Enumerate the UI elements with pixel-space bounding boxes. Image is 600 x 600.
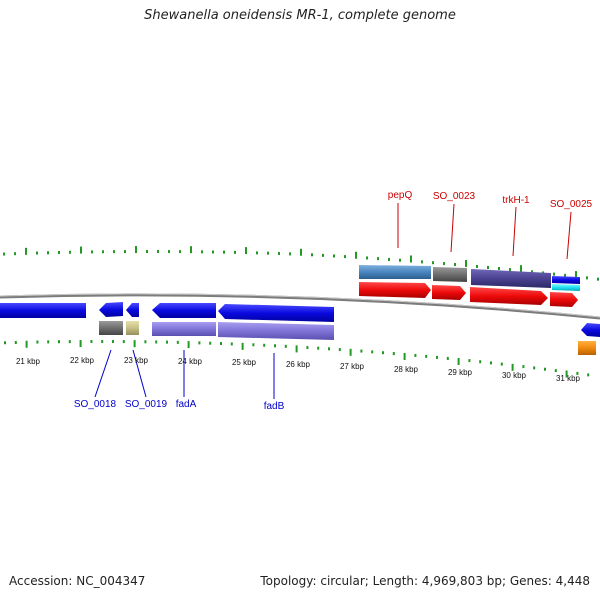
gene-arrow-trkH-1[interactable] [470,287,548,305]
kbp-label: 21 kbp [16,357,41,366]
kbp-label: 24 kbp [178,357,203,366]
kbp-label: 22 kbp [70,356,95,365]
kbp-label: 26 kbp [286,360,311,369]
gene-arrow-pepQ[interactable] [359,282,431,298]
genome-summary-text: Topology: circular; Length: 4,969,803 bp… [260,574,590,588]
gene-label-pepQ[interactable]: pepQ [388,190,413,201]
kbp-label: 29 kbp [448,368,473,377]
tick-marks-lower [4,340,590,378]
kbp-label: 31 kbp [556,374,581,383]
genome-backbone-highlight [0,293,600,318]
gene-label-fadA[interactable]: fadA [176,399,197,410]
gene-label-SO_0023[interactable]: SO_0023 [433,191,476,202]
gene-box-SO_0023-annot[interactable] [433,267,467,282]
leader-SO_0018 [94,349,112,398]
gene-box-SO_0018-annot[interactable] [99,321,123,335]
gene-label-fadB[interactable]: fadB [264,401,285,412]
gene-arrow-fadB[interactable] [218,304,334,322]
kbp-label: 25 kbp [232,358,257,367]
gene-arrow-fadA[interactable] [152,303,216,318]
gene-box-fadB-annot[interactable] [218,322,334,340]
gene-arrow-SO_0019[interactable] [126,303,139,317]
kbp-label: 27 kbp [340,362,365,371]
leader-SO_0019 [132,349,147,398]
kbp-label: 30 kbp [502,371,527,380]
leader-trkH-1 [512,206,517,257]
gene-box-SO_0025-annot-cyan[interactable] [552,284,580,291]
gene-box-SO_0019-annot[interactable] [126,321,139,335]
tick-marks-upper [3,246,599,281]
accession-text: Accession: NC_004347 [9,574,146,588]
kbp-label: 23 kbp [124,356,149,365]
gene-arrow-reverse-right[interactable] [581,323,600,337]
gene-label-SO_0019[interactable]: SO_0019 [125,399,168,410]
gene-label-trkH-1[interactable]: trkH-1 [502,195,530,206]
gene-arrow-SO_0025[interactable] [550,292,578,307]
gene-box-orange-annot[interactable] [578,341,596,355]
gene-arrow-reverse-left[interactable] [0,303,86,318]
leader-SO_0025 [566,211,572,260]
map-title: Shewanella oneidensis MR-1, complete gen… [144,8,456,23]
gene-box-pepQ-annot[interactable] [359,265,431,279]
gene-box-trkH-1-annot[interactable] [471,269,551,288]
genome-backbone [0,293,600,320]
gene-box-SO_0025-annot-blue[interactable] [552,276,580,284]
kbp-label: 28 kbp [394,365,419,374]
gene-label-SO_0018[interactable]: SO_0018 [74,399,117,410]
gene-arrow-SO_0023[interactable] [432,285,466,300]
gene-arrow-SO_0018[interactable] [99,302,123,317]
leader-SO_0023 [450,203,455,253]
gene-label-SO_0025[interactable]: SO_0025 [550,199,593,210]
gene-box-fadA-annot[interactable] [152,322,216,336]
